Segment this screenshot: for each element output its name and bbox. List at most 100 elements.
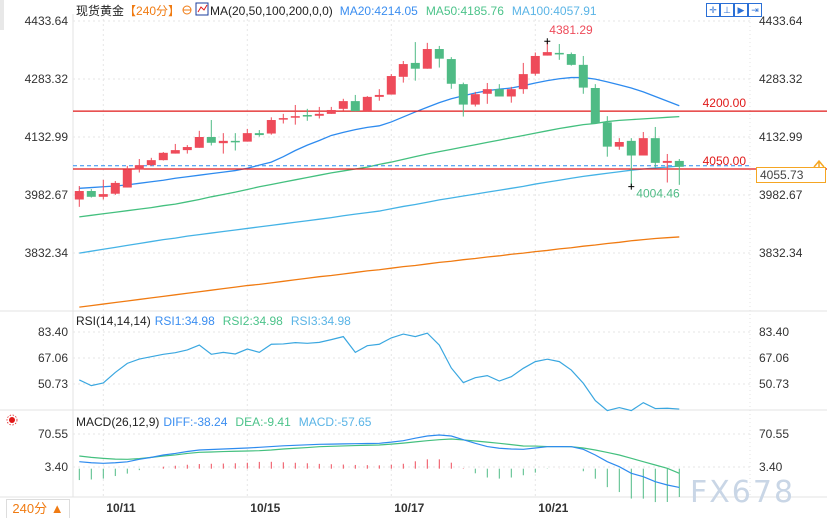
candle-body — [182, 147, 192, 151]
candle-body — [398, 64, 408, 77]
candle — [386, 74, 396, 95]
candle-body — [170, 150, 180, 154]
last-price-label: 4055.73 — [756, 167, 826, 183]
play-icon[interactable]: ▶ — [734, 3, 748, 17]
price-tick-right: 3832.34 — [759, 246, 803, 260]
candle-body — [374, 94, 384, 97]
macd-tick: 3.40 — [45, 460, 69, 474]
candle-body — [674, 160, 684, 167]
diff-line — [79, 434, 680, 489]
annotations: 4381.29 4004.46 — [544, 23, 680, 201]
candle — [326, 106, 336, 114]
candle-body — [74, 191, 84, 200]
candle — [290, 104, 300, 125]
candle-body — [254, 133, 264, 136]
low-marker — [628, 183, 635, 190]
macd-tick-right: 70.55 — [759, 427, 789, 441]
crosshair-icon[interactable]: ✛ — [706, 3, 720, 17]
ma100-value: MA100:4057.91 — [512, 4, 597, 18]
candle — [170, 143, 180, 154]
candle — [314, 106, 324, 119]
macd-tick: 70.55 — [38, 427, 68, 441]
candle-body — [326, 109, 336, 114]
date-label: 10/15 — [250, 501, 280, 515]
zoom-range-icon[interactable]: ⊥ — [720, 3, 734, 17]
candle — [122, 165, 132, 188]
candles — [74, 41, 684, 207]
candle — [74, 185, 84, 207]
candle-body — [290, 116, 300, 118]
price-tick-right: 3982.67 — [759, 188, 803, 202]
price-tick-left: 4283.32 — [25, 72, 69, 86]
ma-indicator-icon[interactable] — [195, 2, 209, 16]
candle — [470, 91, 480, 107]
candle-body — [650, 138, 660, 163]
candle — [458, 82, 468, 117]
candle — [218, 133, 228, 154]
candle-body — [602, 122, 612, 147]
period-tag[interactable]: 【240分】 — [124, 4, 180, 18]
rsi-line — [79, 332, 680, 412]
candle-body — [434, 49, 444, 59]
exit-icon[interactable]: ⇥ — [748, 3, 762, 17]
period-selector-button[interactable]: 240分 ▲ — [6, 499, 70, 518]
svg-text:现货黄金【240分】: 现货黄金【240分】 — [76, 3, 180, 18]
candle — [362, 96, 372, 112]
candle-body — [338, 101, 348, 109]
rsi-tick-right: 67.06 — [759, 351, 789, 365]
macd-tick-right: 3.40 — [759, 460, 783, 474]
candle — [638, 131, 648, 156]
date-label: 10/11 — [106, 501, 136, 515]
candle — [98, 179, 108, 200]
candle-body — [662, 160, 672, 163]
high-marker — [544, 38, 551, 45]
candle-body — [470, 94, 480, 105]
candle-body — [350, 101, 360, 112]
ma20-value: MA20:4214.05 — [340, 4, 418, 18]
date-label: 10/17 — [394, 501, 424, 515]
candle-body — [206, 136, 216, 143]
ma50-value: MA50:4185.76 — [426, 4, 504, 18]
rsi3-value: RSI3:34.98 — [291, 314, 351, 328]
macd-settings-icon[interactable] — [6, 414, 18, 426]
candle-body — [542, 52, 552, 56]
candle — [566, 52, 576, 66]
price-tick-right: 4283.32 — [759, 72, 803, 86]
watermark-logo: FX678 — [690, 475, 796, 510]
candle — [602, 116, 612, 157]
price-tick-left: 4433.64 — [25, 14, 69, 28]
candle-body — [506, 89, 516, 97]
candle-body — [458, 84, 468, 105]
candle — [626, 138, 636, 187]
candle-body — [218, 140, 228, 144]
candle — [578, 55, 588, 94]
candle-body — [482, 89, 492, 94]
lock-icon[interactable] — [182, 5, 192, 15]
candle — [614, 138, 624, 150]
candle — [350, 94, 360, 112]
low-label: 4004.46 — [636, 187, 680, 201]
candle — [230, 133, 240, 151]
candle-body — [98, 194, 108, 197]
ma50-line — [79, 115, 680, 218]
candle — [422, 42, 432, 69]
candle — [482, 82, 492, 104]
candle-body — [266, 120, 276, 134]
candle-body — [638, 138, 648, 156]
candle — [266, 117, 276, 135]
candle-body — [530, 55, 540, 74]
candle — [398, 60, 408, 83]
candle — [374, 89, 384, 101]
rsi2-value: RSI2:34.98 — [223, 314, 283, 328]
candle-body — [362, 96, 372, 112]
candle — [206, 120, 216, 146]
candle-body — [554, 52, 564, 55]
candle — [158, 152, 168, 161]
candle — [494, 84, 504, 97]
level-label-4200: 4200.00 — [703, 96, 747, 110]
dea-value: DEA:-9.41 — [235, 415, 291, 429]
candle-body — [194, 136, 204, 148]
candle — [302, 108, 312, 121]
